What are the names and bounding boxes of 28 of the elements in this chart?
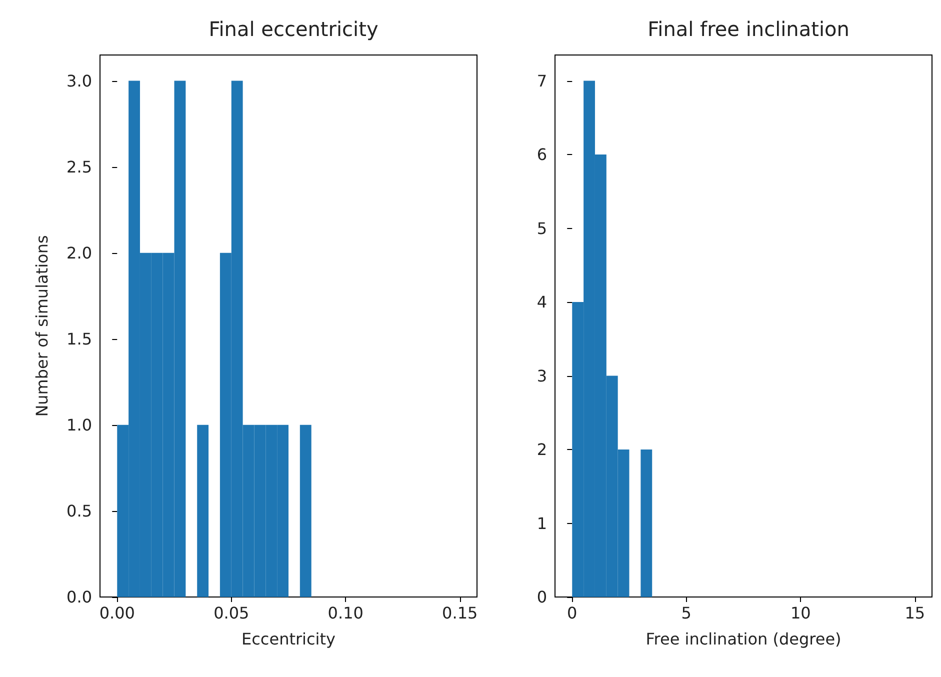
y-tick-label: 0 — [536, 588, 547, 606]
x-tick-label: 0 — [567, 604, 578, 622]
x-tick-label: 0.00 — [99, 604, 135, 622]
y-tick-label: 2.5 — [66, 157, 92, 176]
y-tick-label: 6 — [536, 145, 547, 164]
x-tick-label: 0.15 — [442, 604, 478, 622]
y-tick-label: 5 — [536, 218, 547, 238]
y-tick-label: 3 — [536, 366, 547, 386]
y-tick-label: 0.0 — [66, 588, 92, 606]
y-tick-label: 2.0 — [66, 243, 92, 262]
y-tick-label: 7 — [536, 71, 547, 90]
x-tick-label: 0.10 — [328, 604, 364, 622]
x-tick-label: 5 — [681, 604, 692, 622]
y-tick-label: 2 — [536, 440, 547, 460]
y-tick-label: 3.0 — [66, 71, 92, 90]
y-tick-label: 0.5 — [66, 501, 92, 520]
x-tick-label: 10 — [790, 604, 811, 622]
y-tick-label: 1.5 — [66, 329, 92, 348]
x-tick-label: 0.05 — [214, 604, 250, 622]
y-tick-label: 1 — [536, 514, 547, 533]
y-tick-label: 1.0 — [66, 415, 92, 434]
x-axis-title: Eccentricity — [242, 630, 336, 648]
y-tick-label: 4 — [536, 292, 547, 312]
chart-title: Final free inclination — [648, 17, 850, 41]
y-axis-title: Number of simulations — [32, 235, 52, 417]
x-axis-title: Free inclination (degree) — [646, 630, 842, 648]
x-tick-label: 15 — [904, 604, 926, 622]
chart-title: Final eccentricity — [208, 17, 378, 41]
